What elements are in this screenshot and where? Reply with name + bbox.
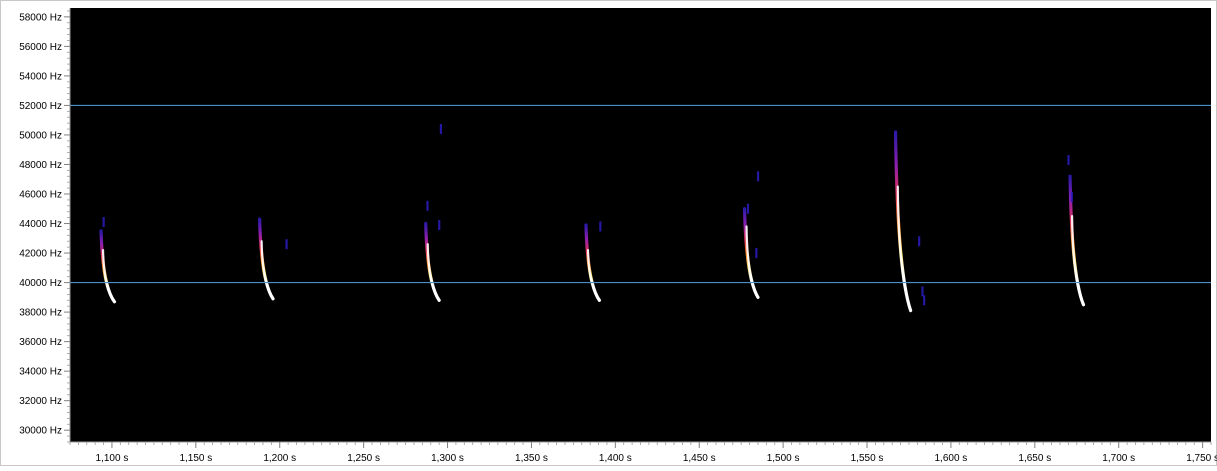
bat-call bbox=[584, 223, 601, 302]
y-tick-label: 44000 Hz bbox=[19, 219, 62, 230]
x-tick-label: 1,600 s bbox=[935, 453, 968, 464]
noise-speck bbox=[1067, 155, 1070, 166]
noise-speck bbox=[438, 220, 441, 230]
bat-call bbox=[893, 130, 913, 313]
x-tick-label: 1,750 s bbox=[1186, 453, 1217, 464]
y-tick-label: 32000 Hz bbox=[19, 396, 62, 407]
y-tick-label: 56000 Hz bbox=[19, 42, 62, 53]
x-tick-label: 1,550 s bbox=[851, 453, 884, 464]
y-tick-label: 42000 Hz bbox=[19, 249, 62, 260]
y-tick-label: 54000 Hz bbox=[19, 71, 62, 82]
x-axis: 1,100 s 1,150 s 1,200 s 1,250 s 1,300 s 1,350… bbox=[69, 441, 1217, 464]
bat-call bbox=[1068, 174, 1086, 307]
y-axis: 30000 Hz 32000 Hz 34000 Hz 36000 Hz 38000 Hz… bbox=[19, 8, 71, 443]
reference-lines bbox=[70, 104, 1211, 284]
bat-call bbox=[424, 221, 441, 302]
noise-speck bbox=[921, 286, 924, 297]
bat-call bbox=[99, 229, 117, 304]
x-tick-label: 1,250 s bbox=[347, 453, 380, 464]
call-core bbox=[1070, 215, 1085, 306]
call-core bbox=[426, 243, 441, 302]
x-tick-label: 1,150 s bbox=[179, 453, 212, 464]
x-tick-label: 1,200 s bbox=[263, 453, 296, 464]
y-tick-label: 58000 Hz bbox=[19, 12, 62, 23]
noise-speck bbox=[285, 239, 288, 250]
calls-layer bbox=[99, 124, 1086, 313]
noise-speck bbox=[102, 217, 105, 228]
y-tick-label: 50000 Hz bbox=[19, 130, 62, 141]
bat-call bbox=[742, 207, 760, 299]
x-tick-label: 1,400 s bbox=[599, 453, 632, 464]
x-tick-label: 1,700 s bbox=[1102, 453, 1135, 464]
noise-speck bbox=[426, 200, 429, 211]
noise-speck bbox=[746, 203, 750, 214]
noise-speck bbox=[923, 295, 926, 306]
plot-area bbox=[70, 8, 1211, 442]
x-tick-label: 1,500 s bbox=[767, 453, 800, 464]
call-core bbox=[260, 240, 275, 300]
noise-speck bbox=[439, 124, 443, 135]
bat-call bbox=[258, 217, 275, 301]
x-tick-label: 1,350 s bbox=[515, 453, 548, 464]
call-core bbox=[586, 248, 601, 302]
noise-speck bbox=[755, 248, 758, 259]
x-tick-label: 1,100 s bbox=[96, 453, 129, 464]
call-core bbox=[896, 185, 912, 312]
x-tick-label: 1,300 s bbox=[431, 453, 464, 464]
y-tick-label: 34000 Hz bbox=[19, 367, 62, 378]
y-tick-label: 46000 Hz bbox=[19, 190, 62, 201]
y-tick-label: 48000 Hz bbox=[19, 160, 62, 171]
noise-speck bbox=[599, 221, 602, 232]
y-tick-label: 52000 Hz bbox=[19, 101, 62, 112]
y-tick-label: 30000 Hz bbox=[19, 426, 62, 437]
call-core bbox=[101, 248, 116, 303]
x-tick-label: 1,450 s bbox=[683, 453, 716, 464]
noise-speck bbox=[756, 171, 760, 182]
noise-speck bbox=[918, 236, 921, 247]
y-tick-label: 40000 Hz bbox=[19, 278, 62, 289]
x-tick-label: 1,650 s bbox=[1018, 453, 1051, 464]
call-core bbox=[745, 225, 760, 299]
y-tick-label: 36000 Hz bbox=[19, 337, 62, 348]
noise-speck bbox=[1070, 191, 1073, 202]
y-tick-label: 38000 Hz bbox=[19, 308, 62, 319]
